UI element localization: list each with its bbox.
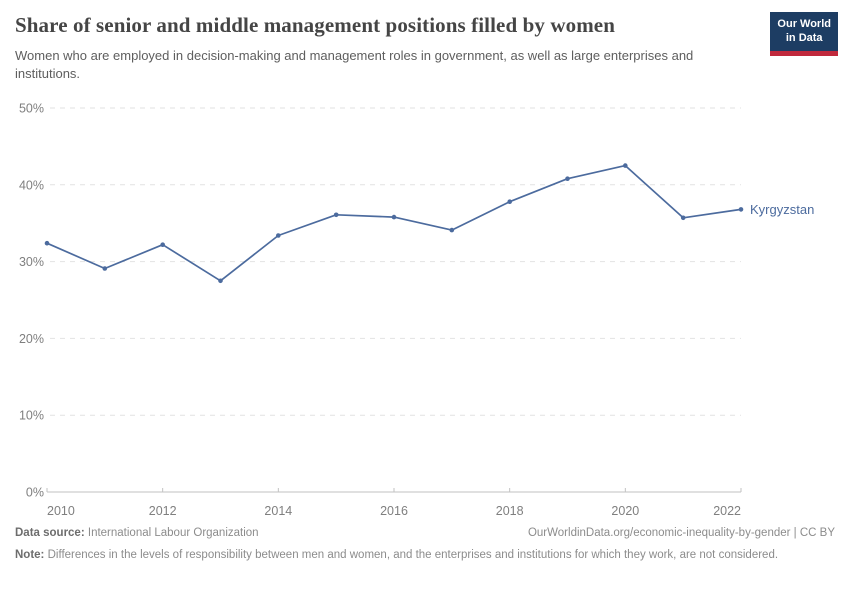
data-point[interactable] <box>102 266 108 271</box>
data-point[interactable] <box>160 242 165 247</box>
data-point[interactable] <box>738 207 744 212</box>
data-point[interactable] <box>680 215 686 221</box>
data-point[interactable] <box>333 212 339 218</box>
data-point[interactable] <box>449 227 455 233</box>
chart-note-text: Differences in the levels of responsibil… <box>47 549 779 561</box>
chart-subtitle: Women who are employed in decision-makin… <box>15 48 694 82</box>
x-axis-label: 2014 <box>264 504 292 518</box>
data-point[interactable] <box>44 240 50 246</box>
owid-logo-line2: in Data <box>785 32 823 45</box>
x-axis-label: 2010 <box>47 504 75 518</box>
y-axis-label: 0% <box>26 486 44 500</box>
x-axis-label: 2012 <box>149 504 177 518</box>
chart-note-label: Note: <box>15 549 45 561</box>
x-axis-label: 2020 <box>611 504 639 518</box>
chart-footer: Data source: International Labour Organi… <box>15 527 835 564</box>
data-source-value[interactable]: International Labour Organization <box>87 527 259 539</box>
data-point[interactable] <box>623 163 628 168</box>
x-axis-label: 2016 <box>380 504 408 518</box>
series-label[interactable]: Kyrgyzstan <box>750 202 814 217</box>
owid-logo[interactable]: Our World in Data <box>770 12 838 56</box>
chart-area[interactable]: 0% 10% 20% 30% 40% 50% 2010 2012 2014 2016 2018 202… <box>0 95 850 530</box>
data-source-label: Data source: <box>15 527 85 539</box>
chart-note: Note: Differences in the levels of respo… <box>15 547 820 564</box>
data-point[interactable] <box>276 233 281 238</box>
y-axis-label: 50% <box>19 102 44 116</box>
attribution-link[interactable]: OurWorldinData.org/economic-inequality-b… <box>527 527 835 539</box>
data-point[interactable] <box>507 199 512 204</box>
data-point[interactable] <box>391 214 397 220</box>
y-axis-label: 10% <box>19 409 44 423</box>
x-axis-label: 2022 <box>713 504 741 518</box>
y-axis-label: 40% <box>19 178 44 192</box>
y-axis-label: 20% <box>19 332 44 346</box>
data-point[interactable] <box>218 278 223 284</box>
data-source: Data source: International Labour Organi… <box>15 527 259 539</box>
data-point[interactable] <box>565 176 570 181</box>
line-chart-svg[interactable]: 0% 10% 20% 30% 40% 50% 2010 2012 2014 2016 2018 202… <box>0 95 850 530</box>
data-line[interactable] <box>46 164 742 282</box>
chart-header: Share of senior and middle management po… <box>15 12 838 84</box>
y-axis-label: 30% <box>19 255 44 269</box>
x-axis-label: 2018 <box>496 504 524 518</box>
chart-title: Share of senior and middle management po… <box>15 13 615 37</box>
owid-logo-line1: Our World <box>777 18 831 30</box>
